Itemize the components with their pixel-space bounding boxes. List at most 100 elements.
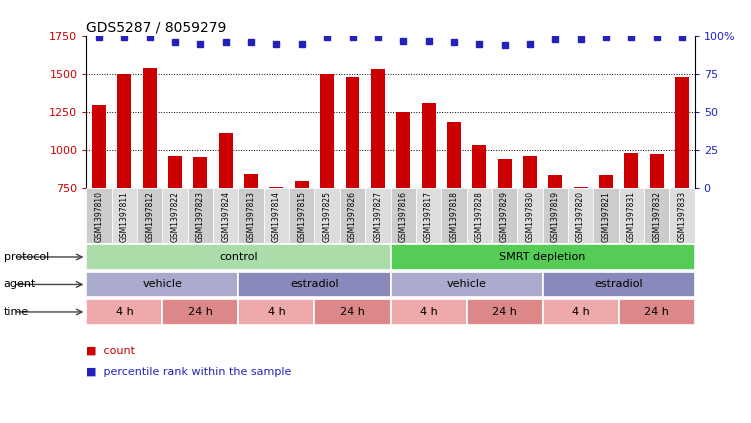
Bar — [339, 188, 365, 243]
FancyBboxPatch shape — [86, 299, 162, 324]
Bar — [86, 188, 112, 243]
Text: protocol: protocol — [4, 252, 49, 262]
Bar — [498, 159, 511, 188]
Text: GSM1397820: GSM1397820 — [576, 191, 585, 242]
Bar — [112, 188, 137, 243]
Text: 24 h: 24 h — [644, 307, 669, 317]
Bar — [295, 181, 309, 188]
Text: GSM1397822: GSM1397822 — [170, 191, 179, 242]
Bar — [472, 145, 486, 188]
Bar — [416, 188, 442, 243]
Bar — [624, 153, 638, 188]
Bar — [137, 188, 162, 243]
Bar — [162, 188, 188, 243]
Bar — [548, 175, 562, 188]
Bar — [143, 68, 157, 188]
Text: vehicle: vehicle — [447, 280, 487, 289]
Bar — [244, 174, 258, 188]
Bar — [644, 188, 669, 243]
Bar — [543, 188, 568, 243]
Bar — [574, 187, 587, 188]
Text: GSM1397826: GSM1397826 — [348, 191, 357, 242]
Bar — [466, 188, 492, 243]
Bar — [264, 188, 289, 243]
Bar — [523, 156, 537, 188]
Text: GSM1397832: GSM1397832 — [652, 191, 661, 242]
Text: control: control — [219, 252, 258, 262]
Text: GSM1397818: GSM1397818 — [449, 191, 458, 242]
Text: GSM1397816: GSM1397816 — [399, 191, 408, 242]
Bar — [568, 188, 593, 243]
FancyBboxPatch shape — [543, 299, 619, 324]
Text: GSM1397821: GSM1397821 — [602, 191, 611, 242]
FancyBboxPatch shape — [619, 299, 695, 324]
Text: 4 h: 4 h — [116, 307, 133, 317]
Bar — [320, 74, 334, 188]
Bar — [365, 188, 391, 243]
Bar — [517, 188, 543, 243]
FancyBboxPatch shape — [86, 272, 239, 297]
Text: GSM1397811: GSM1397811 — [120, 191, 129, 242]
FancyBboxPatch shape — [543, 272, 695, 297]
Text: GSM1397819: GSM1397819 — [550, 191, 559, 242]
Text: agent: agent — [4, 280, 36, 289]
Bar — [168, 156, 182, 188]
Text: GSM1397813: GSM1397813 — [246, 191, 255, 242]
Bar — [117, 74, 131, 188]
Text: GSM1397828: GSM1397828 — [475, 191, 484, 242]
Text: time: time — [4, 307, 29, 317]
FancyBboxPatch shape — [162, 299, 239, 324]
Text: GSM1397827: GSM1397827 — [373, 191, 382, 242]
FancyBboxPatch shape — [391, 244, 695, 269]
Bar — [239, 188, 264, 243]
Bar — [270, 187, 283, 188]
Bar — [371, 69, 385, 188]
FancyBboxPatch shape — [391, 272, 543, 297]
Text: GSM1397825: GSM1397825 — [323, 191, 332, 242]
Bar — [289, 188, 315, 243]
Text: 24 h: 24 h — [340, 307, 365, 317]
Text: vehicle: vehicle — [143, 280, 182, 289]
Text: estradiol: estradiol — [290, 280, 339, 289]
Bar — [669, 188, 695, 243]
FancyBboxPatch shape — [315, 299, 391, 324]
Text: GSM1397833: GSM1397833 — [677, 191, 686, 242]
FancyBboxPatch shape — [466, 299, 543, 324]
Bar — [593, 188, 619, 243]
Bar — [447, 122, 461, 188]
Bar — [315, 188, 340, 243]
Text: 4 h: 4 h — [572, 307, 590, 317]
Bar — [619, 188, 644, 243]
Text: GSM1397823: GSM1397823 — [196, 191, 205, 242]
Text: GSM1397815: GSM1397815 — [297, 191, 306, 242]
Bar — [92, 105, 106, 188]
Text: estradiol: estradiol — [594, 280, 643, 289]
Text: 4 h: 4 h — [420, 307, 437, 317]
Bar — [421, 103, 436, 188]
Text: 24 h: 24 h — [188, 307, 213, 317]
Text: GSM1397830: GSM1397830 — [526, 191, 535, 242]
Bar — [391, 188, 416, 243]
Text: GSM1397824: GSM1397824 — [222, 191, 231, 242]
Text: GDS5287 / 8059279: GDS5287 / 8059279 — [86, 21, 227, 35]
Bar — [213, 188, 239, 243]
Text: ■  count: ■ count — [86, 346, 135, 356]
Bar — [442, 188, 466, 243]
Bar — [675, 77, 689, 188]
Bar — [219, 133, 233, 188]
Text: 4 h: 4 h — [267, 307, 285, 317]
Bar — [397, 112, 410, 188]
Bar — [492, 188, 517, 243]
Bar — [188, 188, 213, 243]
FancyBboxPatch shape — [86, 244, 391, 269]
Bar — [599, 175, 613, 188]
Text: GSM1397817: GSM1397817 — [424, 191, 433, 242]
Text: GSM1397810: GSM1397810 — [95, 191, 104, 242]
Text: GSM1397812: GSM1397812 — [145, 191, 154, 242]
Bar — [194, 157, 207, 188]
Bar — [345, 77, 360, 188]
Text: GSM1397814: GSM1397814 — [272, 191, 281, 242]
Text: GSM1397831: GSM1397831 — [627, 191, 636, 242]
Bar — [650, 154, 664, 188]
Text: ■  percentile rank within the sample: ■ percentile rank within the sample — [86, 367, 291, 377]
